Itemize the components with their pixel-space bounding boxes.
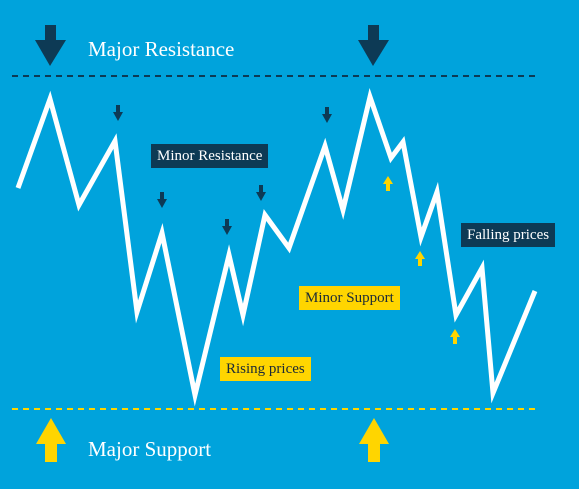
small-arrow-down-icon [113,105,123,121]
small-arrow-up-icon [450,329,460,344]
small-arrow-up-icon [383,176,393,191]
minor-support-tag: Minor Support [299,286,400,310]
price-line [15,88,538,407]
small-arrow-down-icon [157,192,167,208]
arrow-down-icon [358,25,389,66]
small-arrow-up-icon [415,251,425,266]
minor-resistance-tag: Minor Resistance [151,144,269,168]
small-arrow-down-icon [256,185,266,201]
arrow-up-icon [359,418,389,462]
arrow-up-icon [36,418,66,462]
rising-prices-tag: Rising prices [220,357,311,381]
small-arrow-down-icon [322,107,332,123]
arrow-down-icon [35,25,66,66]
major-resistance-label: Major Resistance [88,37,235,61]
small-arrow-down-icon [222,219,232,235]
falling-prices-tag: Falling prices [461,223,556,247]
major-support-label: Major Support [88,437,212,461]
